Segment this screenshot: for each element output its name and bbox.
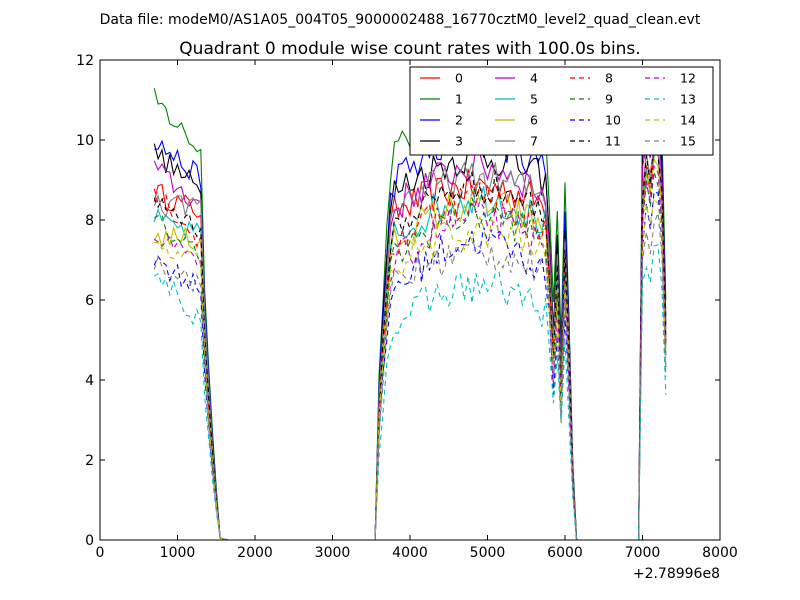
- x-axis: 0 1000 2000 3000 4000 5000 6000 7000 8000: [96, 60, 738, 561]
- x-tick-label: 0: [96, 545, 105, 561]
- x-tick-label: 3000: [315, 545, 351, 561]
- legend-label-1: 1: [455, 92, 463, 107]
- legend-label-11: 11: [605, 134, 621, 149]
- series-line-9: [154, 171, 667, 540]
- y-tick-label: 8: [85, 213, 94, 229]
- x-tick-label: 7000: [625, 545, 661, 561]
- x-tick-label: 8000: [702, 545, 738, 561]
- series-line-7: [153, 140, 667, 540]
- series-line-5: [153, 149, 667, 540]
- series-line-8: [153, 146, 667, 540]
- legend-label-10: 10: [605, 113, 621, 128]
- legend-label-13: 13: [680, 92, 696, 107]
- legend-label-6: 6: [530, 113, 538, 128]
- series-line-2: [154, 97, 667, 540]
- legend-label-15: 15: [680, 134, 696, 149]
- legend-label-14: 14: [680, 113, 696, 128]
- legend-label-8: 8: [605, 71, 613, 86]
- x-tick-label: 1000: [160, 545, 196, 561]
- y-tick-label: 12: [76, 53, 94, 69]
- series-line-13: [153, 244, 667, 540]
- x-offset-label: +2.78996e8: [633, 566, 720, 582]
- legend-label-9: 9: [605, 92, 613, 107]
- series-line-3: [153, 102, 667, 540]
- series-line-12: [153, 164, 667, 540]
- legend-label-2: 2: [455, 113, 463, 128]
- legend-label-4: 4: [530, 71, 538, 86]
- y-tick-label: 10: [76, 133, 94, 149]
- legend-label-5: 5: [530, 92, 538, 107]
- y-tick-label: 4: [85, 373, 94, 389]
- series-line-0: [153, 149, 667, 540]
- y-tick-label: 0: [85, 533, 94, 549]
- series-line-11: [153, 139, 667, 540]
- series-line-10: [153, 190, 667, 540]
- legend-label-7: 7: [530, 134, 538, 149]
- series-line-15: [153, 212, 667, 540]
- series-line-4: [153, 119, 667, 540]
- legend-label-0: 0: [455, 71, 463, 86]
- y-tick-label: 2: [85, 453, 94, 469]
- x-tick-label: 6000: [547, 545, 583, 561]
- x-tick-label: 4000: [392, 545, 428, 561]
- x-tick-label: 2000: [237, 545, 273, 561]
- chart-title: Quadrant 0 module wise count rates with …: [179, 39, 640, 59]
- legend-frame: [409, 66, 714, 156]
- legend-label-12: 12: [680, 71, 696, 86]
- series-line-14: [154, 196, 667, 540]
- chart-suptitle: Data file: modeM0/AS1A05_004T05_90000024…: [100, 12, 701, 28]
- x-tick-label: 5000: [470, 545, 506, 561]
- legend-label-3: 3: [455, 134, 463, 149]
- series-layer: [153, 66, 667, 540]
- y-tick-label: 6: [85, 293, 94, 309]
